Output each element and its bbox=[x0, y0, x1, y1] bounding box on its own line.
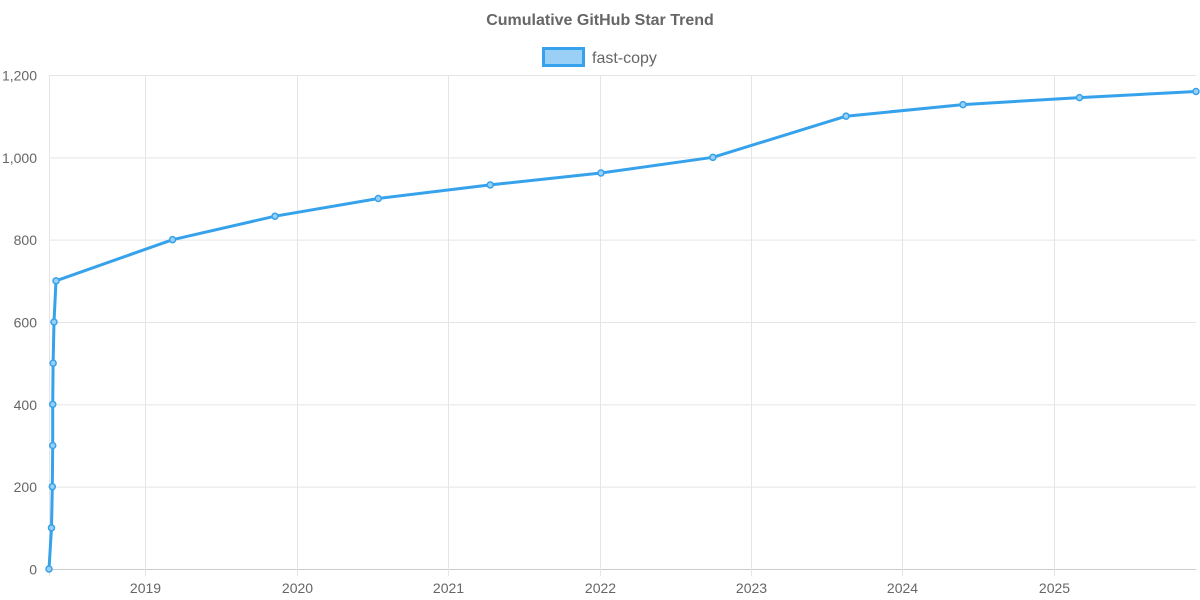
y-tick-label: 1,200 bbox=[2, 68, 37, 84]
x-tick-label: 2020 bbox=[282, 580, 313, 596]
y-tick-label: 1,000 bbox=[2, 150, 37, 166]
x-tick-label: 2025 bbox=[1039, 580, 1070, 596]
data-point bbox=[45, 565, 53, 573]
data-point bbox=[1075, 93, 1084, 102]
data-point bbox=[1192, 87, 1200, 96]
data-point bbox=[842, 112, 850, 120]
data-point bbox=[47, 524, 56, 532]
y-tick-label: 400 bbox=[14, 397, 38, 413]
legend-swatch bbox=[542, 47, 585, 67]
x-tick-label: 2021 bbox=[433, 580, 464, 596]
x-tick-label: 2019 bbox=[130, 580, 161, 596]
y-tick-label: 0 bbox=[29, 562, 37, 578]
y-tick-label: 800 bbox=[14, 232, 38, 248]
y-tick-label: 200 bbox=[14, 479, 38, 495]
data-point bbox=[168, 235, 177, 244]
legend[interactable]: fast-copy bbox=[542, 47, 657, 68]
data-point bbox=[48, 441, 57, 450]
data-point bbox=[486, 181, 494, 189]
data-point bbox=[49, 359, 57, 367]
data-point bbox=[709, 153, 717, 162]
data-point bbox=[597, 169, 605, 177]
chart-title: Cumulative GitHub Star Trend bbox=[486, 12, 714, 29]
data-point bbox=[271, 212, 279, 220]
series-line bbox=[47, 90, 1197, 570]
x-tick-label: 2024 bbox=[887, 580, 918, 596]
data-point bbox=[374, 194, 383, 203]
x-tick-label: 2022 bbox=[585, 580, 616, 596]
y-tick-label: 600 bbox=[14, 315, 38, 331]
x-tick-label: 2023 bbox=[736, 580, 767, 596]
data-point bbox=[50, 318, 58, 326]
legend-label: fast-copy bbox=[592, 50, 657, 67]
data-point bbox=[48, 400, 57, 409]
data-point bbox=[52, 277, 60, 285]
data-point bbox=[48, 482, 57, 491]
data-point bbox=[959, 100, 967, 109]
